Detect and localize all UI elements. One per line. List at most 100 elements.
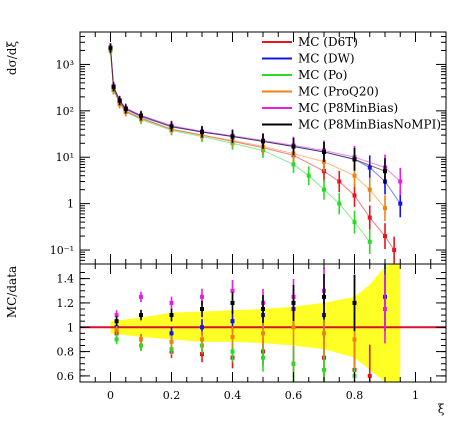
data-point (230, 300, 235, 305)
data-point (123, 106, 128, 111)
data-point (352, 337, 357, 342)
data-point (367, 187, 372, 192)
data-point (230, 334, 235, 339)
data-point (261, 355, 265, 360)
data-point (322, 187, 326, 192)
x-tick-label: 0.6 (285, 389, 303, 402)
data-point (139, 343, 143, 348)
data-point (367, 165, 372, 170)
data-point (108, 46, 113, 51)
data-point (392, 248, 397, 253)
data-point (169, 300, 174, 305)
data-point (114, 319, 119, 324)
data-point (398, 179, 403, 184)
data-point (230, 349, 235, 354)
data-point (200, 337, 204, 342)
x-tick-label: 1 (412, 389, 419, 402)
data-point (367, 239, 372, 244)
legend-item-mc-proq20: MC (ProQ20) (262, 85, 379, 99)
lower-y-tick-label: 0.6 (57, 370, 75, 383)
x-tick-label: 0.2 (163, 389, 181, 402)
data-point (139, 294, 143, 299)
data-point (200, 307, 204, 312)
data-point (398, 201, 403, 206)
lower-y-tick-label: 1.4 (57, 273, 75, 286)
legend-item-mc-p8minbias: MC (P8MinBias) (262, 101, 398, 115)
upper-marks (108, 43, 403, 264)
x-tick-label: 0.8 (346, 389, 364, 402)
upper-y-ticks: 10³ 10² 10¹ 1 10⁻¹ (50, 31, 446, 265)
upper-series-mc-d6t (108, 43, 397, 264)
lower-y-tick-label: 1 (67, 321, 74, 334)
lower-y-axis-label: MC/data (5, 266, 19, 318)
data-point (139, 337, 143, 342)
data-point (322, 367, 326, 372)
data-point (367, 373, 372, 378)
data-point (337, 201, 342, 206)
data-point (291, 144, 296, 149)
x-tick-label: 0 (107, 389, 114, 402)
data-point (352, 300, 357, 305)
data-point (200, 129, 204, 134)
data-point (367, 215, 372, 220)
data-point (306, 173, 311, 178)
data-point (230, 288, 235, 293)
data-point (200, 352, 204, 357)
data-point (230, 319, 235, 324)
upper-y-tick-label: 10⁻¹ (50, 244, 74, 257)
data-point (230, 134, 235, 139)
data-point (169, 347, 174, 352)
data-point (169, 339, 174, 344)
data-point (139, 113, 143, 118)
data-point (383, 169, 387, 174)
data-point (261, 331, 265, 336)
data-point (261, 139, 265, 144)
legend-label: MC (P8MinBiasNoMPI) (298, 118, 441, 132)
upper-y-tick-label: 10¹ (56, 151, 74, 164)
data-point (383, 234, 387, 239)
legend-label: MC (ProQ20) (298, 85, 379, 99)
data-point (261, 307, 265, 312)
upper-series-mc-p8minbiasnompi (108, 43, 387, 185)
data-point (111, 84, 116, 89)
x-axis-label: ξ (438, 402, 445, 416)
legend-item-mc-po: MC (Po) (262, 68, 347, 82)
legend-item-mc-p8minbiasnompi: MC (P8MinBiasNoMPI) (262, 118, 441, 132)
data-point (117, 98, 122, 103)
x-ticks: 0 0.2 0.4 0.6 0.8 1 (94, 32, 432, 402)
lower-y-ticks: 0.6 0.8 1 1.2 1.4 (57, 272, 446, 383)
lower-panel: 0.6 0.8 1 1.2 1.4 0 0.2 0.4 0.6 0.8 1 MC/data ξ (5, 32, 447, 416)
legend-label: MC (P8MinBias) (298, 101, 398, 115)
legend-item-mc-dw: MC (DW) (262, 52, 355, 66)
data-point (291, 300, 296, 305)
data-point (383, 307, 387, 312)
upper-y-tick-label: 10³ (56, 58, 74, 71)
legend-label: MC (D6T) (298, 35, 358, 49)
legend-label: MC (DW) (298, 52, 355, 66)
lower-y-tick-label: 0.8 (57, 346, 75, 359)
data-point (322, 331, 326, 336)
upper-y-tick-label: 10² (56, 105, 74, 118)
data-point (352, 193, 357, 198)
lower-y-tick-label: 1.2 (57, 297, 75, 310)
data-point (114, 313, 119, 318)
data-point (322, 294, 326, 299)
data-point (114, 327, 119, 332)
data-point (114, 337, 119, 342)
data-point (352, 157, 357, 162)
data-point (383, 206, 387, 211)
data-point (352, 173, 357, 178)
data-point (200, 294, 204, 299)
data-point (200, 325, 204, 330)
upper-y-tick-label: 1 (67, 198, 74, 211)
data-point (337, 179, 342, 184)
legend-label: MC (Po) (298, 68, 347, 82)
data-point (169, 331, 174, 336)
legend: MC (D6T) MC (DW) MC (Po) MC (ProQ20) MC (P8M… (262, 35, 441, 132)
data-point (169, 124, 174, 129)
data-point (291, 162, 296, 167)
series-line (110, 47, 395, 251)
data-point (139, 313, 143, 318)
